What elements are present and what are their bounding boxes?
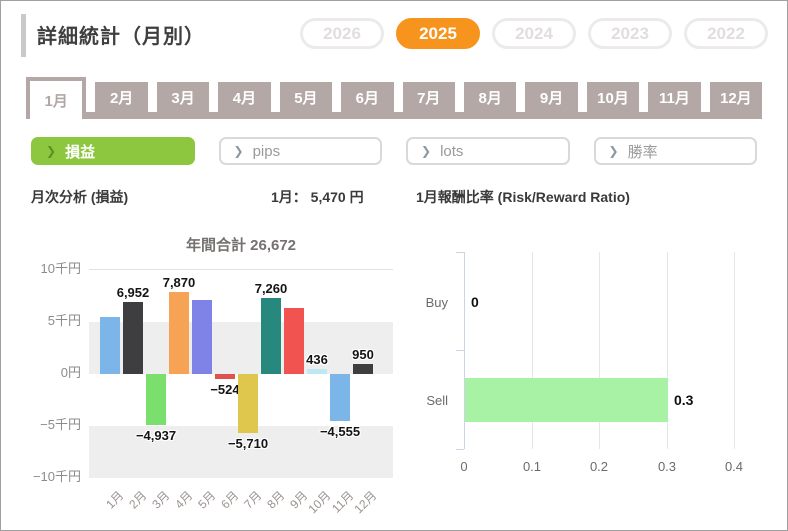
bar-8月 xyxy=(261,298,281,374)
month-tab-9[interactable]: 9月 xyxy=(525,82,578,112)
year-pill-2026[interactable]: 2026 xyxy=(300,18,384,49)
filter-label: 勝率 xyxy=(627,143,658,161)
axis-tick xyxy=(456,350,464,351)
bar-11月 xyxy=(330,374,350,421)
y-axis-line xyxy=(464,252,465,449)
metric-filter-row: ❯ 損益 ❯ pips ❯ lots ❯ 勝率 xyxy=(31,137,757,165)
bar-value-label: 6,952 xyxy=(116,285,150,300)
category-label-buy: Buy xyxy=(425,295,448,310)
month-tabs-baseline xyxy=(26,112,762,119)
page-title: 詳細統計（月別） xyxy=(37,26,205,48)
title-accent-bar xyxy=(21,14,26,57)
bar-10月 xyxy=(307,369,327,374)
gridline xyxy=(667,252,668,449)
gridline xyxy=(734,252,735,449)
analysis-title: 月次分析 (損益) xyxy=(31,189,129,205)
bar-1月 xyxy=(100,317,120,374)
month-tab-2[interactable]: 2月 xyxy=(95,82,148,112)
y-axis-label: 0円 xyxy=(60,365,81,380)
month-tab-8[interactable]: 8月 xyxy=(463,82,517,112)
x-tick-label: 0.2 xyxy=(589,459,609,474)
filter-label: lots xyxy=(440,142,464,160)
bar-12月 xyxy=(353,364,373,374)
bar-value-label: 0.3 xyxy=(674,392,694,408)
y-axis-label: −5千円 xyxy=(40,417,81,432)
risk-reward-title: 1月報酬比率 (Risk/Reward Ratio) xyxy=(416,189,630,205)
bar-value-label: −4,937 xyxy=(135,428,177,443)
gridline xyxy=(532,252,533,449)
bar-value-label: 0 xyxy=(471,294,479,310)
bar-value-label: 436 xyxy=(306,352,328,367)
month-tab-10[interactable]: 10月 xyxy=(586,82,640,112)
axis-tick xyxy=(456,252,464,253)
filter-button-pips[interactable]: ❯ pips xyxy=(218,137,382,165)
y-axis-label: 10千円 xyxy=(40,261,81,276)
monthly-profit-chart: 年間合計 26,672 6,952 −4,937 7,870 −524 −5,710 7,… xyxy=(31,225,396,525)
y-axis-label: 5千円 xyxy=(47,313,81,328)
month-tab-3[interactable]: 3月 xyxy=(156,82,210,112)
month-tab-12[interactable]: 12月 xyxy=(709,82,763,112)
x-tick-label: 0.1 xyxy=(522,459,542,474)
month-tab-11[interactable]: 11月 xyxy=(648,82,701,112)
year-pill-2023[interactable]: 2023 xyxy=(588,18,672,49)
month-tab-1[interactable]: 1月 xyxy=(26,77,87,119)
annual-total-label: 年間合計 26,672 xyxy=(185,237,297,254)
category-label-sell: Sell xyxy=(426,393,448,408)
bar-3月 xyxy=(146,374,166,425)
filter-button-profit[interactable]: ❯ 損益 xyxy=(31,137,195,165)
y-axis-label: −10千円 xyxy=(32,469,81,484)
month-tabs: 1月 2月 3月 4月 5月 6月 7月 8月 9月 10月 11月 12月 xyxy=(26,77,763,119)
month-value: 1月： 5,470 円 xyxy=(271,189,364,205)
chevron-right-icon: ❯ xyxy=(46,144,57,158)
year-selector: 2026 2025 2024 2023 2022 xyxy=(300,18,768,49)
risk-reward-chart: 0 0.1 0.2 0.3 0.4 Buy 0 Sell 0.3 xyxy=(416,246,781,491)
bar-9月 xyxy=(284,308,304,374)
gridline xyxy=(599,252,600,449)
filter-button-lots[interactable]: ❯ lots xyxy=(406,137,570,165)
bar-4月 xyxy=(169,292,189,374)
month-tab-6[interactable]: 6月 xyxy=(341,82,394,112)
year-pill-2024[interactable]: 2024 xyxy=(492,18,576,49)
bar-value-label: −5,710 xyxy=(227,436,269,451)
grid-band xyxy=(89,426,393,478)
filter-label: pips xyxy=(252,142,281,160)
bar-value-label: −4,555 xyxy=(319,424,361,439)
axis-tick xyxy=(456,449,464,450)
monthly-profit-plot: 6,952 −4,937 7,870 −524 −5,710 7,260 436 −4,555… xyxy=(89,269,393,478)
chevron-right-icon: ❯ xyxy=(233,144,244,158)
x-tick-label: 0.4 xyxy=(724,459,744,474)
chevron-right-icon: ❯ xyxy=(421,144,432,158)
bar-7月 xyxy=(238,374,258,433)
bar-5月 xyxy=(192,300,212,374)
year-pill-2025[interactable]: 2025 xyxy=(396,18,480,49)
x-tick-label: 0 xyxy=(460,459,468,474)
bar-value-label: 7,870 xyxy=(162,275,196,290)
bar-2月 xyxy=(123,302,143,374)
month-tab-5[interactable]: 5月 xyxy=(279,82,333,112)
bar-sell xyxy=(465,378,668,422)
chevron-right-icon: ❯ xyxy=(608,144,619,158)
bar-value-label: −524 xyxy=(210,382,240,397)
month-tab-7[interactable]: 7月 xyxy=(402,82,455,112)
bar-6月 xyxy=(215,374,235,379)
filter-button-winrate[interactable]: ❯ 勝率 xyxy=(593,137,757,165)
month-tab-4[interactable]: 4月 xyxy=(218,82,271,112)
filter-label: 損益 xyxy=(65,143,96,161)
bar-value-label: 950 xyxy=(352,347,374,362)
x-tick-label: 0.3 xyxy=(657,459,677,474)
bar-value-label: 7,260 xyxy=(254,281,288,296)
year-pill-2022[interactable]: 2022 xyxy=(684,18,768,49)
